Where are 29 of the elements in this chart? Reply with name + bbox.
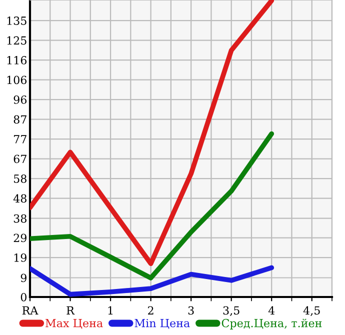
y-tick-label: 29 (14, 234, 26, 242)
x-tick-label: 2 (148, 306, 154, 314)
x-tick-label: 4 (268, 306, 275, 314)
legend-label: Min Цена (134, 318, 190, 329)
y-tick-label: 106 (7, 76, 27, 84)
y-tick-label: 116 (7, 56, 27, 64)
y-tick-label: 58 (14, 174, 26, 183)
y-tick-label: 9 (20, 274, 26, 282)
y-tick-label: 125 (7, 36, 26, 45)
y-tick-label: 67 (14, 154, 26, 164)
y-tick-label: 87 (14, 115, 26, 124)
y-tick-label: 77 (14, 135, 26, 144)
y-tick-label: 0 (20, 292, 26, 302)
line-series (30, 265, 274, 297)
legend-label: Max Цена (46, 319, 103, 329)
line-series (30, 131, 274, 280)
y-tick-label: 38 (14, 214, 26, 223)
y-tick-label: 96 (14, 96, 27, 104)
y-tick-label: 19 (14, 253, 26, 262)
line-series (30, 0, 274, 266)
y-tick-label: 135 (7, 16, 26, 25)
x-tick-label: R (66, 306, 75, 314)
y-tick-label: 48 (13, 194, 26, 203)
legend-label: Сред.Цена, т.йен (222, 318, 322, 330)
x-tick-label: 3,5 (223, 306, 240, 316)
x-tick-label: RA (22, 306, 38, 314)
x-tick-label: 1 (108, 306, 112, 314)
x-tick-label: 3 (188, 306, 194, 315)
x-tick-label: 4,5 (303, 306, 320, 316)
